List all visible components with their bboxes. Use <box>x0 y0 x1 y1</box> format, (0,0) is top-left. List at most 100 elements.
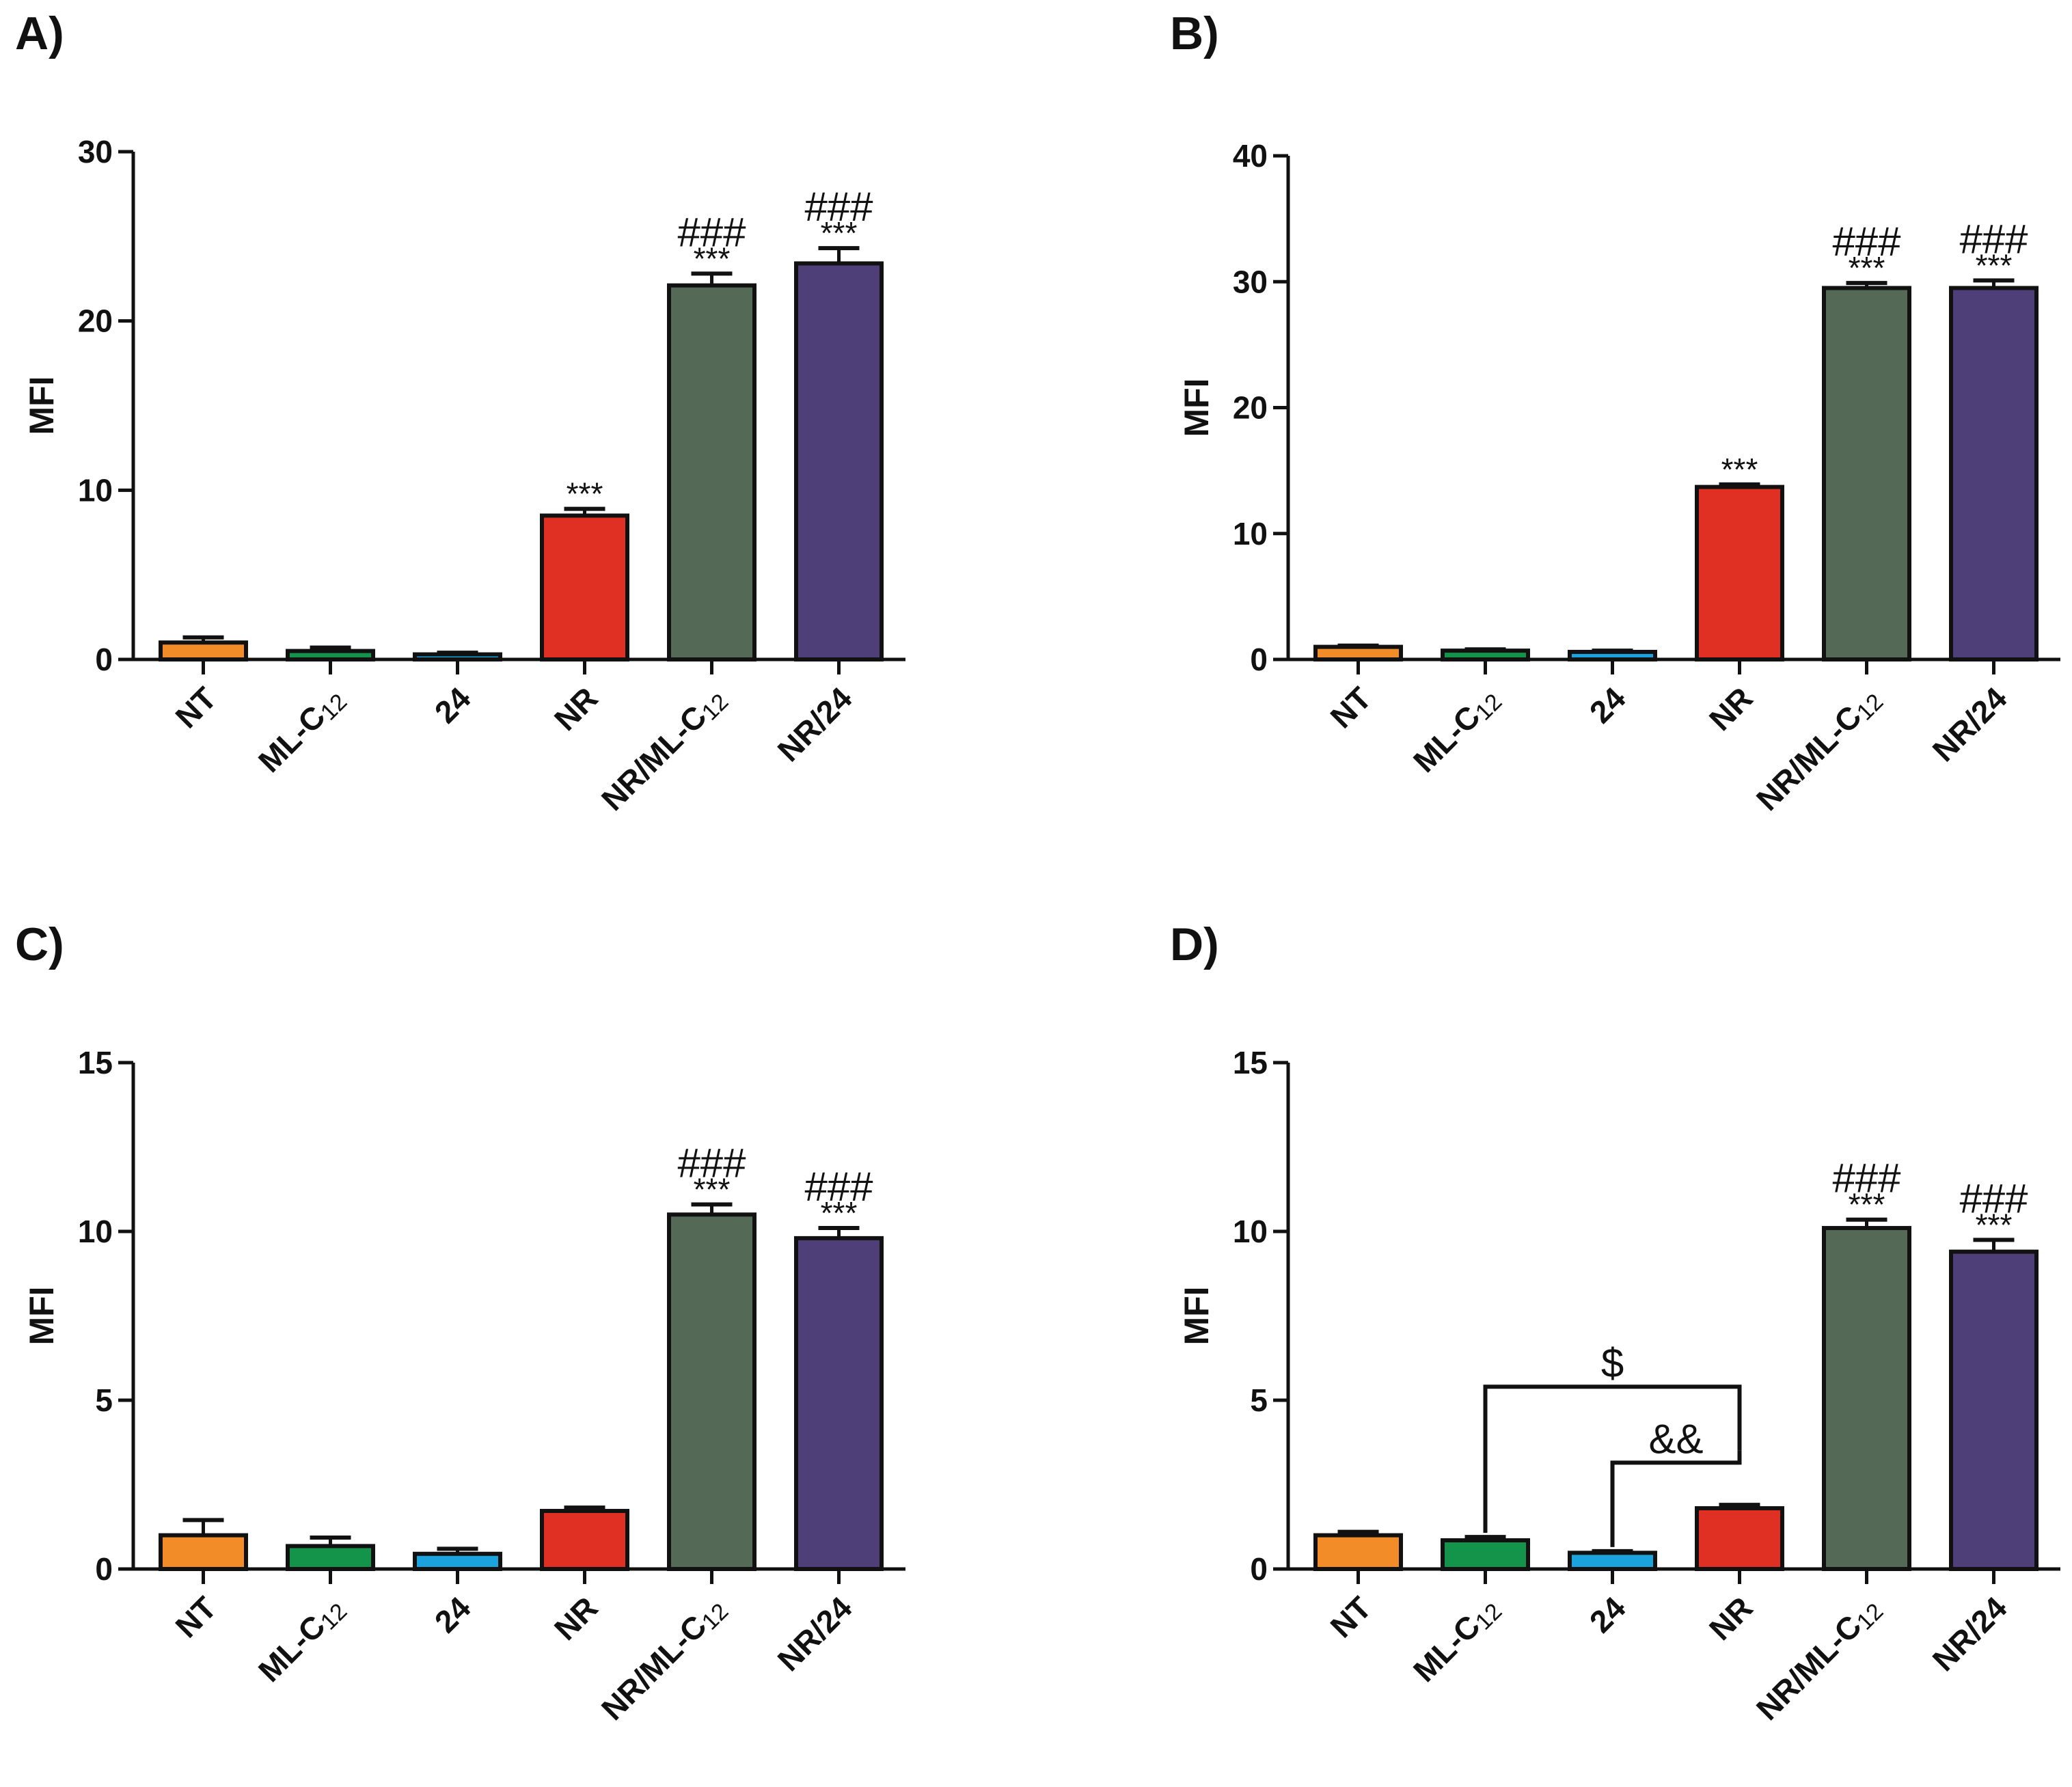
significance-hashes: ### <box>677 1140 746 1186</box>
category-base: 24 <box>428 1590 478 1639</box>
x-category-label: NR/ML-C12 <box>1749 1590 1889 1729</box>
y-tick-label: 10 <box>78 472 113 508</box>
significance-hashes: ### <box>1832 219 1901 264</box>
y-tick-label: 10 <box>78 1214 113 1249</box>
significance-hashes: ### <box>804 1164 873 1210</box>
category-base: 24 <box>1583 1590 1633 1639</box>
panel-letter: D) <box>1170 918 1219 970</box>
significance-stars: *** <box>821 215 858 251</box>
bar-ml-c <box>286 649 375 661</box>
bar-24 <box>1568 1551 1657 1572</box>
panel-letter: A) <box>15 8 64 59</box>
x-category-label: 24 <box>1583 680 1633 730</box>
chart-panel-2: B) MFI 0 10 20 30 40 NT ML-C12 24 NR *** NR/ML-C12 **… <box>1170 8 2060 819</box>
y-tick-label: 0 <box>1250 1551 1268 1587</box>
y-tick-label: 0 <box>95 1551 113 1587</box>
significance-stars: *** <box>694 241 731 276</box>
x-category-label: NT <box>1323 680 1378 735</box>
x-category-label: 24 <box>1583 1590 1633 1639</box>
bar-nr-ml-c <box>1822 286 1911 661</box>
x-category-label: NR/ML-C12 <box>595 1590 734 1729</box>
y-tick-label: 15 <box>1233 1045 1268 1080</box>
significance-stars: *** <box>1849 1187 1885 1223</box>
x-category-label: 24 <box>428 1590 478 1639</box>
category-base: 24 <box>1583 680 1633 730</box>
y-tick-label: 30 <box>78 134 113 169</box>
y-axis-label: MFI <box>1177 378 1216 437</box>
bar-nt <box>1313 1533 1403 1571</box>
x-category-label: NR/ML-C12 <box>1749 680 1889 819</box>
y-tick-label: 10 <box>1233 1214 1268 1249</box>
bar-nr-ml-c <box>1822 1226 1911 1571</box>
x-category-label: NR <box>1702 680 1760 737</box>
x-category-label: 24 <box>428 680 478 730</box>
x-category-label: NT <box>168 680 223 735</box>
category-base: NR <box>1702 1590 1760 1647</box>
significance-hashes: ### <box>677 209 746 255</box>
significance-hashes: ### <box>1959 1175 2028 1221</box>
category-base: 24 <box>428 680 478 730</box>
bracket-label: && <box>1648 1416 1703 1462</box>
category-base: NR/ML-C <box>595 1608 713 1727</box>
x-category-label: ML-C12 <box>251 680 353 781</box>
category-base: NR/ML-C <box>1749 1608 1868 1727</box>
x-category-label: ML-C12 <box>1406 1590 1508 1691</box>
y-axis-label: MFI <box>23 1286 61 1345</box>
bar-ml-c <box>286 1544 375 1572</box>
x-category-label: NR <box>547 1590 605 1647</box>
significance-hashes: ### <box>1959 216 2028 262</box>
bar-24 <box>413 652 502 662</box>
category-base: NT <box>1323 680 1378 735</box>
significance-stars: *** <box>1976 247 2013 283</box>
bar-nr-24 <box>1949 286 2039 661</box>
y-tick-label: 40 <box>1233 138 1268 174</box>
category-base: NR/ML-C <box>1749 698 1868 817</box>
bar-ml-c <box>1441 649 1530 661</box>
category-base: NR <box>547 1590 605 1647</box>
category-base: NT <box>1323 1590 1378 1644</box>
x-category-label: NT <box>1323 1590 1378 1644</box>
bar-ml-c <box>1441 1538 1530 1572</box>
bar-nr <box>1695 485 1784 662</box>
bar-24 <box>1568 649 1657 662</box>
comparison-bracket <box>1483 1384 1742 1533</box>
x-category-label: NR <box>1702 1590 1760 1647</box>
y-tick-label: 10 <box>1233 516 1268 551</box>
category-base: NR <box>1702 680 1760 737</box>
x-category-label: NR/ML-C12 <box>595 680 734 819</box>
significance-stars: *** <box>694 1171 731 1207</box>
y-axis-label: MFI <box>1177 1286 1216 1345</box>
significance-stars: *** <box>1721 452 1758 487</box>
y-tick-label: 0 <box>1250 642 1268 677</box>
y-tick-label: 15 <box>78 1045 113 1080</box>
bar-24 <box>413 1551 502 1572</box>
bar-nr-24 <box>794 261 884 661</box>
significance-stars: *** <box>1849 250 1885 286</box>
y-tick-label: 20 <box>78 303 113 339</box>
category-base: NR/24 <box>771 680 859 768</box>
bar-nr-ml-c <box>667 1212 756 1571</box>
bar-nt <box>1313 644 1403 662</box>
significance-stars: *** <box>821 1195 858 1231</box>
panel-letter: C) <box>15 918 64 970</box>
x-category-label: ML-C12 <box>1406 680 1508 781</box>
category-base: NR/ML-C <box>595 698 713 817</box>
significance-hashes: ### <box>804 184 873 230</box>
bar-nr <box>540 513 629 661</box>
bar-nr-24 <box>1949 1249 2039 1571</box>
bar-nr <box>540 1509 629 1571</box>
bar-nr <box>1695 1506 1784 1572</box>
x-category-label: NR <box>547 680 605 737</box>
bar-nt <box>159 640 248 662</box>
y-tick-label: 30 <box>1233 264 1268 299</box>
bar-nt <box>159 1533 248 1571</box>
y-tick-label: 5 <box>95 1382 113 1418</box>
bar-nr-ml-c <box>667 283 756 661</box>
category-base: NT <box>168 1590 223 1644</box>
y-tick-label: 0 <box>95 642 113 677</box>
category-base: NR/24 <box>1926 1590 2014 1678</box>
